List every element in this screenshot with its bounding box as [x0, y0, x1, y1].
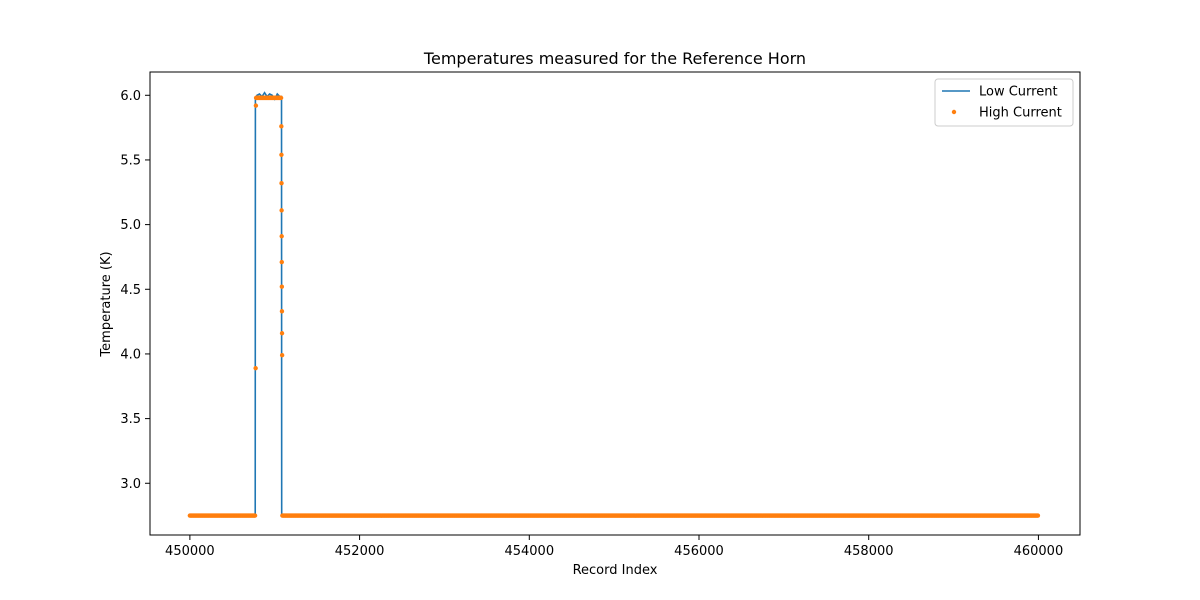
- scatter-point: [279, 259, 284, 265]
- x-tick-label: 454000: [504, 544, 554, 559]
- x-tick-label: 460000: [1014, 544, 1064, 559]
- y-tick-label: 4.5: [120, 283, 141, 298]
- x-tick-label: 450000: [165, 544, 215, 559]
- scatter-point: [279, 353, 285, 358]
- x-tick-label: 458000: [844, 544, 894, 559]
- x-axis-label: Record Index: [573, 563, 658, 578]
- axes: 450000 452000 454000 456000 458000 460000 3.0 3…: [120, 71, 1081, 559]
- legend-label-low-current: Low Current: [979, 85, 1058, 100]
- scatter-point: [279, 208, 284, 213]
- scatter-point: [279, 309, 285, 314]
- scatter-point: [279, 181, 284, 186]
- legend: Low Current High Current: [934, 78, 1074, 127]
- x-tick-label: 456000: [674, 544, 724, 559]
- y-axis-label: Temperature (K): [99, 251, 114, 357]
- y-tick-label: 5.0: [120, 218, 141, 233]
- y-tick-label: 6.0: [120, 89, 141, 104]
- legend-label-high-current: High Current: [979, 106, 1062, 121]
- y-tick-label: 3.5: [120, 412, 141, 427]
- scatter-point: [279, 152, 284, 157]
- y-tick-label: 5.5: [120, 153, 141, 168]
- scatter-point: [252, 513, 258, 518]
- scatter-point: [279, 124, 284, 129]
- y-tick-label: 4.0: [120, 347, 141, 362]
- legend-swatch-high-current: [951, 109, 957, 115]
- scatter-point: [1035, 513, 1041, 518]
- scatter-point: [279, 234, 284, 239]
- axes-frame: [149, 71, 1081, 536]
- scatter-point: [279, 331, 285, 336]
- scatter-point: [253, 365, 258, 371]
- y-tick-label: 3.0: [120, 477, 141, 492]
- plot-area: [187, 91, 1041, 518]
- scatter-point: [279, 284, 285, 289]
- scatter-point: [278, 95, 284, 101]
- chart-title: Temperatures measured for the Reference …: [423, 49, 806, 68]
- scatter-point: [253, 103, 259, 108]
- series-line-low-current: [189, 91, 1039, 517]
- series-scatter-high-current: [187, 95, 1041, 518]
- x-tick-label: 452000: [335, 544, 385, 559]
